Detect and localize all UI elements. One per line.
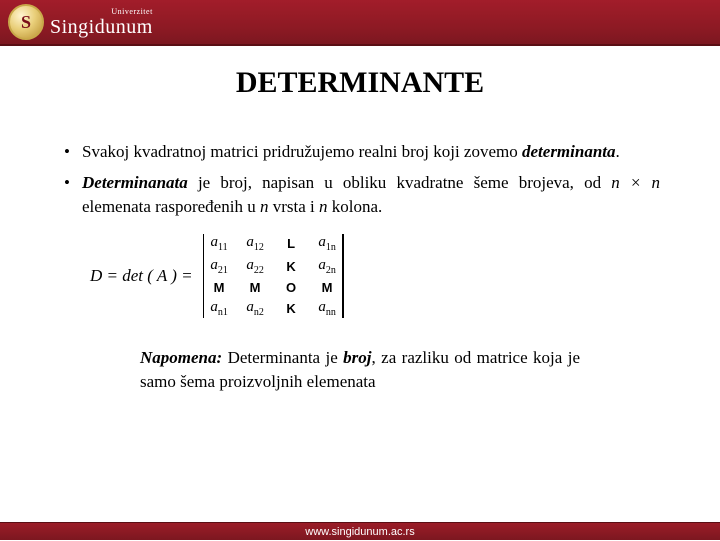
note-strong: broj bbox=[343, 348, 371, 367]
m-n2-a: a bbox=[246, 299, 254, 315]
b2-math: n × n bbox=[611, 173, 660, 192]
m-34-vdots: M bbox=[316, 280, 338, 295]
m-1n: a1n bbox=[316, 234, 338, 253]
content-area: Svakoj kvadratnoj matrici pridružujemo r… bbox=[0, 140, 720, 394]
m-21: a21 bbox=[208, 257, 230, 276]
bullet-list: Svakoj kvadratnoj matrici pridružujemo r… bbox=[60, 140, 660, 220]
m-12-s: 12 bbox=[254, 242, 264, 253]
logo-small-text: Univerzitet bbox=[50, 8, 153, 16]
m-2n: a2n bbox=[316, 257, 338, 276]
m-22: a22 bbox=[244, 257, 266, 276]
m-32-vdots: M bbox=[244, 280, 266, 295]
m-1n-a: a bbox=[318, 234, 326, 250]
det-bar-left bbox=[203, 234, 205, 318]
b2-text-2: elemenata raspoređenih u bbox=[82, 197, 260, 216]
header-bar: S Univerzitet Singidunum bbox=[0, 0, 720, 46]
b1-em: determinanta bbox=[522, 142, 616, 161]
matrix-grid: a11 a12 L a1n a21 a22 K a2n M M O M an1 … bbox=[208, 232, 338, 320]
bullet-1: Svakoj kvadratnoj matrici pridružujemo r… bbox=[60, 140, 660, 165]
formula-lhs: D = det ( A ) = bbox=[90, 266, 193, 286]
page-title: DETERMINANTE bbox=[0, 66, 720, 100]
m-31-vdots: M bbox=[208, 280, 230, 295]
logo-text: Univerzitet Singidunum bbox=[50, 8, 153, 37]
m-n1-a: a bbox=[210, 299, 218, 315]
det-bar-right bbox=[342, 234, 344, 318]
footer-bar: www.singidunum.ac.rs bbox=[0, 522, 720, 540]
m-2n-s: 2n bbox=[326, 265, 336, 276]
m-11: a11 bbox=[208, 234, 230, 253]
b2-text-4: kolona. bbox=[327, 197, 382, 216]
m-12: a12 bbox=[244, 234, 266, 253]
m-2n-a: a bbox=[318, 257, 326, 273]
logo-badge: S bbox=[8, 4, 44, 40]
m-21-s: 21 bbox=[218, 265, 228, 276]
m-nn-a: a bbox=[318, 299, 326, 315]
m-23-dots: K bbox=[280, 259, 302, 274]
m-nn-s: nn bbox=[326, 307, 336, 318]
logo-main-text: Singidunum bbox=[50, 17, 153, 37]
m-n3-dots: K bbox=[280, 301, 302, 316]
m-22-a: a bbox=[246, 257, 254, 273]
note-p1: Determinanta je bbox=[222, 348, 343, 367]
note-label: Napomena: bbox=[140, 348, 222, 367]
determinant-formula: D = det ( A ) = a11 a12 L a1n a21 a22 K … bbox=[90, 232, 660, 320]
bullet-2: Determinanata je broj, napisan u obliku … bbox=[60, 171, 660, 220]
note-paragraph: Napomena: Determinanta je broj, za razli… bbox=[140, 346, 580, 394]
m-11-a: a bbox=[211, 234, 219, 250]
m-33-ddots: O bbox=[280, 280, 302, 295]
footer-url: www.singidunum.ac.rs bbox=[305, 526, 414, 538]
m-n1-s: n1 bbox=[218, 307, 228, 318]
m-n2: an2 bbox=[244, 299, 266, 318]
m-11-s: 11 bbox=[218, 242, 228, 253]
m-22-s: 22 bbox=[254, 265, 264, 276]
m-n1: an1 bbox=[208, 299, 230, 318]
logo-glyph: S bbox=[21, 12, 31, 33]
b2-text-3: vrsta i bbox=[268, 197, 319, 216]
m-nn: ann bbox=[316, 299, 338, 318]
b1-text-2: . bbox=[616, 142, 620, 161]
b2-text-1: je broj, napisan u obliku kvadratne šeme… bbox=[188, 173, 611, 192]
m-12-a: a bbox=[246, 234, 254, 250]
b2-strong: Determinanata bbox=[82, 173, 188, 192]
m-n2-s: n2 bbox=[254, 307, 264, 318]
b1-text-1: Svakoj kvadratnoj matrici pridružujemo r… bbox=[82, 142, 522, 161]
m-21-a: a bbox=[210, 257, 218, 273]
m-13-dots: L bbox=[280, 236, 302, 251]
matrix-wrap: a11 a12 L a1n a21 a22 K a2n M M O M an1 … bbox=[199, 232, 348, 320]
m-1n-s: 1n bbox=[326, 242, 336, 253]
